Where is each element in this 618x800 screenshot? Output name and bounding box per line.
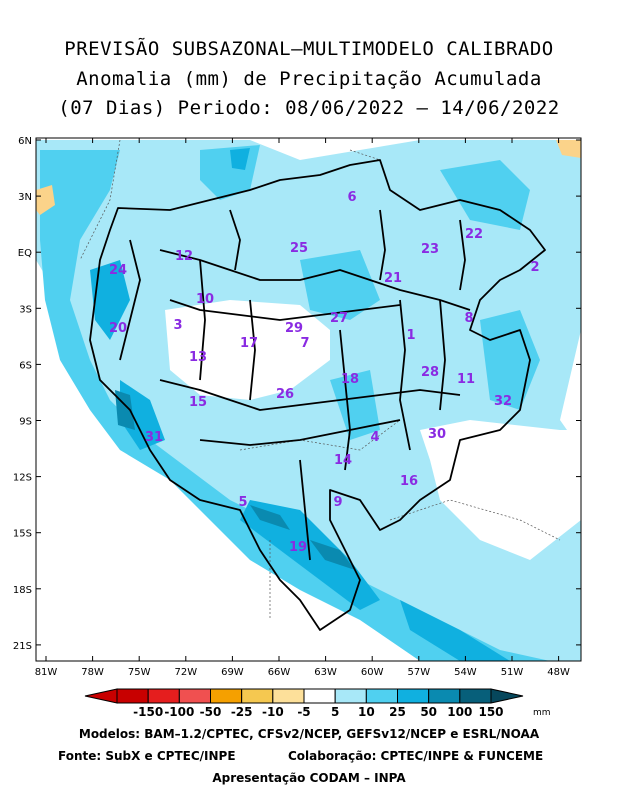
basin-label: 19 xyxy=(289,540,307,555)
colorbar-swatch xyxy=(116,688,149,704)
colorbar-label: 50 xyxy=(420,705,437,719)
footer-models: Modelos: BAM–1.2/CPTEC, CFSv2/NCEP, GEFS… xyxy=(78,727,540,741)
basin-label: 27 xyxy=(330,311,348,326)
latitude-label: 6N xyxy=(18,136,32,147)
colorbar-arrow-left xyxy=(84,688,118,704)
footer-collaboration: Colaboração: CPTEC/INPE & FUNCEME xyxy=(288,749,544,763)
colorbar-label: -10 xyxy=(262,705,284,719)
footer-source: Fonte: SubX e CPTEC/INPE xyxy=(58,749,236,763)
latitude-label: 15S xyxy=(13,529,32,540)
latitude-label: 3N xyxy=(18,192,32,203)
basin-label: 16 xyxy=(400,474,418,489)
longitude-label: 54W xyxy=(454,667,477,678)
basin-label: 11 xyxy=(457,372,475,387)
colorbar-swatch xyxy=(459,688,492,704)
colorbar-swatch xyxy=(241,688,274,704)
basin-label: 21 xyxy=(384,271,402,286)
colorbar-swatch xyxy=(272,688,305,704)
latitude-label: 21S xyxy=(13,641,32,652)
map-title-line3: (07 Dias) Periodo: 08/06/2022 – 14/06/20… xyxy=(58,97,560,119)
latitude-label: 9S xyxy=(19,417,32,428)
basin-label: 22 xyxy=(465,227,483,242)
longitude-label: 72W xyxy=(174,667,197,678)
colorbar-swatch xyxy=(303,688,336,704)
basin-label: 15 xyxy=(189,395,207,410)
colorbar-swatch xyxy=(334,688,367,704)
basin-outlines xyxy=(89,159,546,631)
latitude-label: 12S xyxy=(13,473,32,484)
colorbar-label: -50 xyxy=(200,705,222,719)
latitude-label: EQ xyxy=(18,248,32,259)
basin-label: 18 xyxy=(341,372,359,387)
basin-label: 4 xyxy=(370,430,379,445)
colorbar-label: 10 xyxy=(358,705,375,719)
colorbar-arrow-right xyxy=(490,688,524,704)
basin-label: 20 xyxy=(109,321,127,336)
longitude-labels: 81W 78W 75W 72W 69W 66W 63W 60W 57W 54W 51W 48W xyxy=(35,667,570,678)
basin-label: 24 xyxy=(109,263,127,278)
colorbar-unit: mm xyxy=(533,708,551,718)
colorbar-swatch xyxy=(147,688,180,704)
basin-label: 17 xyxy=(240,336,258,351)
map-title-line1: PREVISÃO SUBSAZONAL–MULTIMODELO CALIBRAD… xyxy=(64,38,554,60)
basin-label: 8 xyxy=(464,311,473,326)
basin-label: 30 xyxy=(428,427,446,442)
basin-label: 7 xyxy=(300,336,309,351)
colorbar: -150 -100 -50 -25 -10 -5 5 10 25 50 100 150 mm xyxy=(84,688,551,719)
longitude-label: 69W xyxy=(221,667,244,678)
longitude-label: 66W xyxy=(268,667,291,678)
colorbar-label: -25 xyxy=(231,705,253,719)
basin-label: 28 xyxy=(421,365,439,380)
basin-label: 10 xyxy=(196,292,214,307)
longitude-label: 75W xyxy=(128,667,151,678)
longitude-label: 78W xyxy=(81,667,104,678)
colorbar-label: -150 xyxy=(133,705,163,719)
colorbar-label: -5 xyxy=(297,705,310,719)
basin-label: 25 xyxy=(290,241,308,256)
longitude-label: 81W xyxy=(35,667,58,678)
latitude-label: 3S xyxy=(19,304,32,315)
basin-label: 6 xyxy=(347,190,356,205)
basin-label: 23 xyxy=(421,242,439,257)
basin-label: 29 xyxy=(285,321,303,336)
basin-label: 5 xyxy=(238,495,247,510)
map-title-line2: Anomalia (mm) de Precipitação Acumulada xyxy=(76,68,542,90)
basin-label: 32 xyxy=(494,394,512,409)
anomaly-shading xyxy=(36,138,581,661)
map-frame xyxy=(35,137,582,662)
longitude-label: 63W xyxy=(314,667,337,678)
longitude-label: 51W xyxy=(501,667,524,678)
colorbar-label: 100 xyxy=(447,705,472,719)
longitude-label: 60W xyxy=(361,667,384,678)
basin-label: 13 xyxy=(189,350,207,365)
latitude-labels: 6N 3N EQ 3S 6S 9S 12S 15S 18S 21S xyxy=(13,136,32,652)
basin-label: 9 xyxy=(333,495,342,510)
colorbar-swatch xyxy=(210,688,243,704)
colorbar-swatch xyxy=(428,688,461,704)
colorbar-swatch xyxy=(365,688,399,704)
latitude-label: 6S xyxy=(19,360,32,371)
basin-label: 14 xyxy=(334,453,352,468)
basin-label: 2 xyxy=(530,260,539,275)
basin-label: 31 xyxy=(145,430,163,445)
colorbar-label: 5 xyxy=(331,705,339,719)
latitude-label: 18S xyxy=(13,585,32,596)
basin-label: 12 xyxy=(175,249,193,264)
colorbar-label: -100 xyxy=(164,705,194,719)
colorbar-label: 25 xyxy=(389,705,406,719)
longitude-label: 48W xyxy=(547,667,570,678)
colorbar-swatch xyxy=(397,688,430,704)
basin-label: 3 xyxy=(173,318,182,333)
longitude-label: 57W xyxy=(407,667,430,678)
basin-number-labels: 1234567891011121314151617181920212223242… xyxy=(109,190,540,555)
basin-label: 26 xyxy=(276,387,294,402)
basin-label: 1 xyxy=(406,328,415,343)
colorbar-swatch xyxy=(178,688,211,704)
colorbar-label: 150 xyxy=(478,705,503,719)
footer-presentation: Apresentação CODAM – INPA xyxy=(212,771,406,785)
axis-ticks xyxy=(36,138,581,661)
